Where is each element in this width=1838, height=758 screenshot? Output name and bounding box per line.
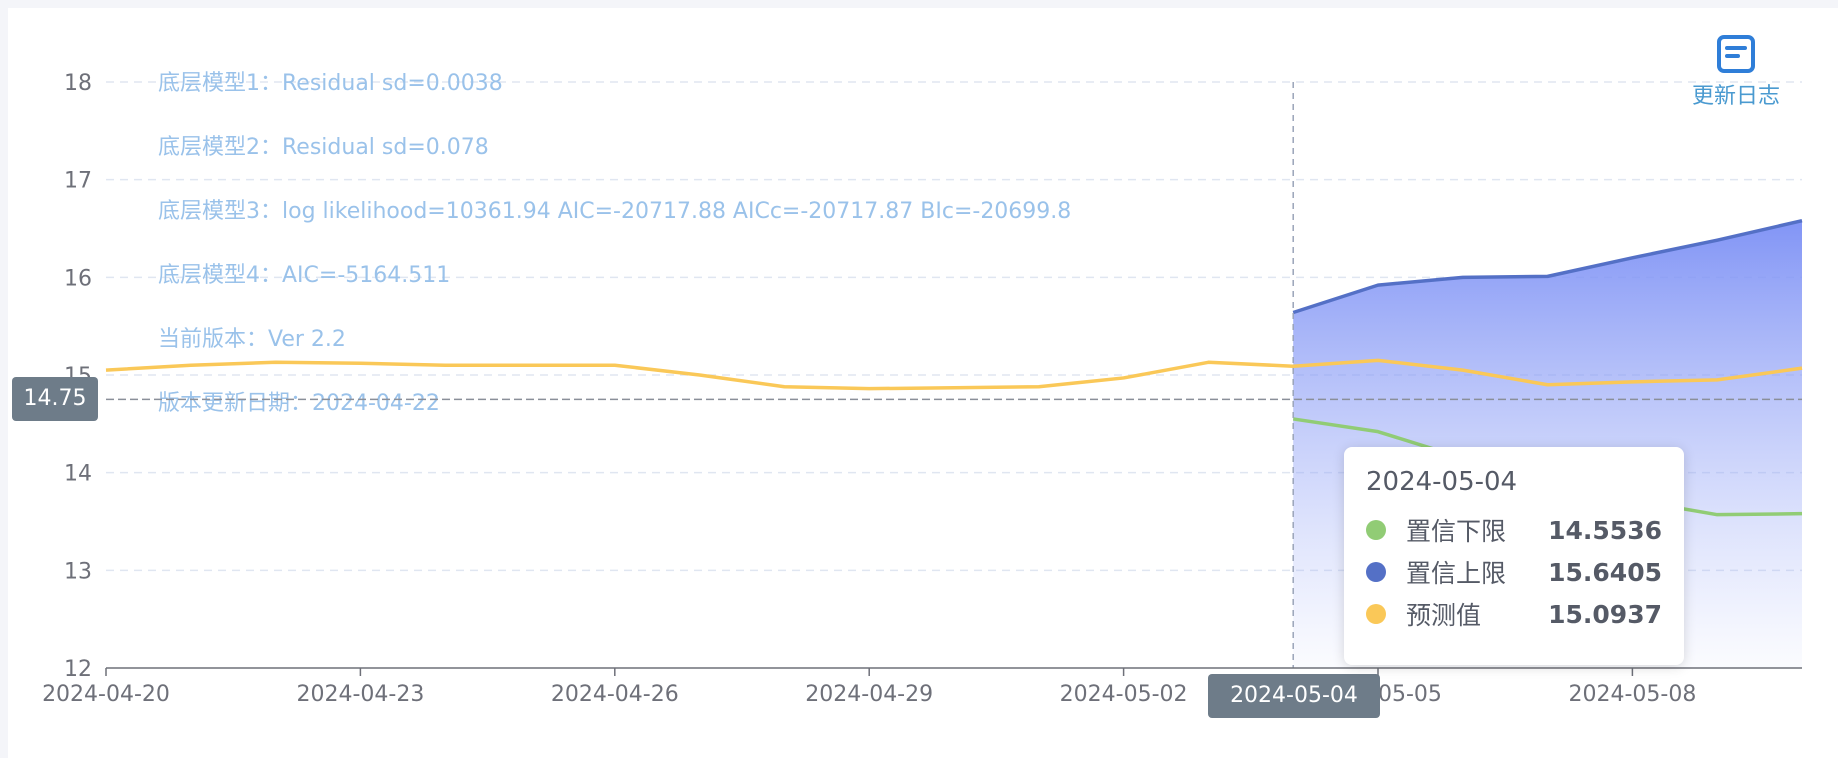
tooltip-series-value: 15.0937 — [1548, 599, 1662, 629]
grid-layer — [106, 81, 1802, 572]
model-info-line: 底层模型2：Residual sd=0.078 — [158, 135, 489, 160]
x-tick-label: 2024-05-02 — [1060, 682, 1188, 707]
y-axis-pointer-label: 14.75 — [12, 377, 98, 421]
x-tick-label: 2024-05-08 — [1568, 682, 1696, 707]
x-tick-label: 2024-04-29 — [805, 682, 933, 707]
model-info-line: 底层模型4：AIC=-5164.511 — [158, 263, 450, 288]
model-info-line: 底层模型3：log likelihood=10361.94 AIC=-20717… — [158, 199, 1071, 224]
tooltip: 2024-05-04 置信下限 14.5536 置信上限 15.6405 预测值… — [1344, 447, 1684, 665]
tooltip-row-lower: 置信下限 14.5536 — [1366, 509, 1662, 551]
model-info-line: 底层模型1：Residual sd=0.0038 — [158, 71, 503, 96]
model-info-text: 底层模型1：Residual sd=0.0038 底层模型2：Residual s… — [158, 71, 1071, 416]
tooltip-series-name: 预测值 — [1406, 601, 1482, 630]
y-tick-label: 14 — [64, 462, 92, 487]
tooltip-series-value: 14.5536 — [1548, 515, 1662, 545]
model-info-line: 当前版本：Ver 2.2 — [158, 327, 346, 352]
x-tick-label: 2024-04-20 — [42, 682, 170, 707]
upper-bound-dot — [1366, 562, 1386, 582]
model-info-line: 版本更新日期：2024-04-22 — [158, 391, 440, 416]
y-tick-label: 17 — [64, 169, 92, 194]
chart-panel: 底层模型1：Residual sd=0.0038 底层模型2：Residual s… — [8, 8, 1838, 758]
x-axis-pointer-label: 2024-05-04 — [1208, 674, 1380, 718]
y-tick-label: 12 — [64, 657, 92, 682]
forecast-dot — [1366, 604, 1386, 624]
y-tick-label: 16 — [64, 266, 92, 291]
document-list-icon — [1717, 35, 1755, 73]
lower-bound-dot — [1366, 520, 1386, 540]
x-tick-label: 2024-04-23 — [296, 682, 424, 707]
upper-bound-line — [1292, 218, 1803, 315]
tooltip-title: 2024-05-04 — [1366, 467, 1518, 497]
tooltip-series-name: 置信下限 — [1406, 517, 1507, 546]
tooltip-row-upper: 置信上限 15.6405 — [1366, 551, 1662, 593]
tooltip-series-name: 置信上限 — [1406, 559, 1507, 588]
y-tick-label: 13 — [64, 559, 92, 584]
forecast-line — [105, 358, 1803, 391]
x-tick-label: 2024-04-26 — [551, 682, 679, 707]
axis-pointer — [106, 82, 1802, 668]
tooltip-series-value: 15.6405 — [1548, 557, 1662, 587]
tooltip-row-forecast: 预测值 15.0937 — [1366, 593, 1662, 635]
y-tick-label: 18 — [64, 71, 92, 96]
changelog-label: 更新日志 — [1691, 84, 1780, 109]
changelog-button[interactable]: 更新日志 — [1676, 34, 1796, 110]
